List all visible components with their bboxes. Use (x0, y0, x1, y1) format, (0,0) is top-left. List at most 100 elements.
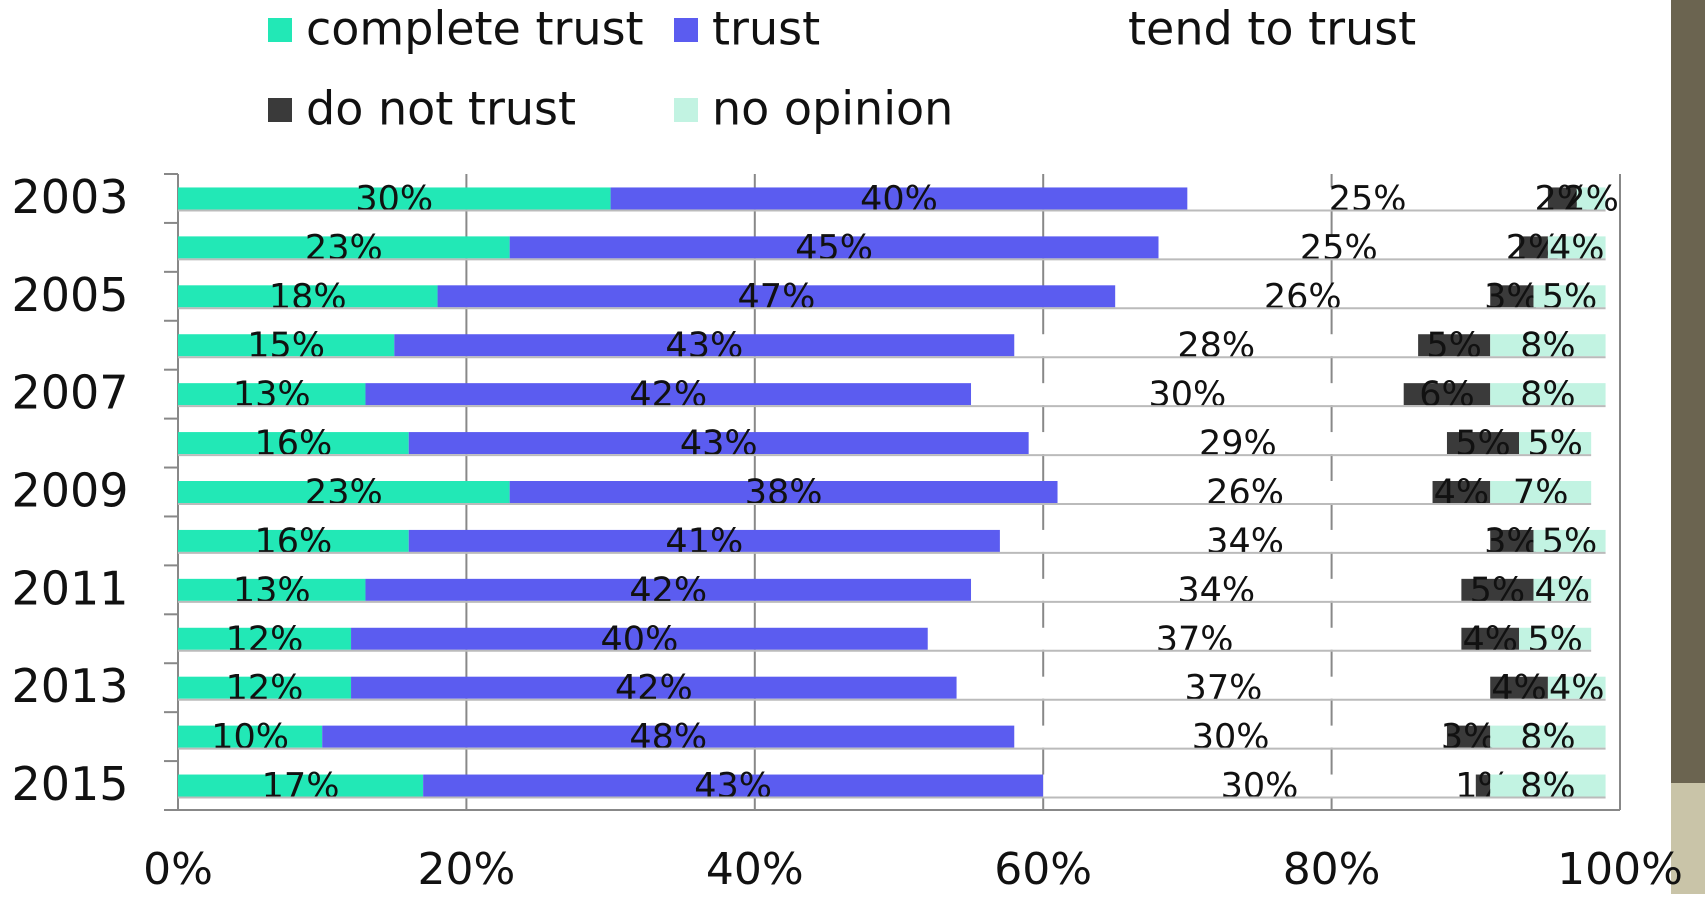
bar-segment (423, 774, 1044, 797)
data-label: 17% (262, 767, 340, 807)
bar-segment (1014, 725, 1447, 748)
data-label: 10% (211, 718, 289, 758)
data-label: 42% (629, 375, 707, 415)
bar-segment (178, 676, 352, 699)
bar-segment (1519, 432, 1592, 455)
data-label: 15% (247, 326, 325, 366)
bar-segment (1547, 187, 1577, 210)
bar-segment (927, 627, 1462, 650)
data-label: 8% (1520, 718, 1576, 758)
data-label: 3% (1441, 718, 1497, 758)
bar-segment (322, 725, 1015, 748)
bar-segment (610, 187, 1188, 210)
bar-segment (1043, 774, 1476, 797)
x-tick-label: 40% (706, 844, 804, 894)
bar-segment (1533, 529, 1606, 552)
bar-segment (1432, 481, 1491, 503)
bar-segment (1115, 285, 1491, 308)
data-label: 37% (1156, 620, 1234, 660)
bar-segment (1490, 725, 1606, 748)
data-label: 5% (1426, 326, 1482, 366)
data-label: 25% (1300, 228, 1378, 268)
y-tick-label: 2011 (11, 561, 128, 615)
data-label: 12% (226, 669, 304, 709)
bar-segment (351, 627, 928, 650)
data-label: 4% (1462, 620, 1518, 660)
bar-segment (1014, 334, 1419, 357)
bar-segment (1446, 725, 1491, 748)
x-tick-label: 0% (143, 844, 213, 894)
bar-segment (178, 725, 323, 748)
legend-swatch (1090, 18, 1114, 42)
data-label: 30% (1221, 767, 1299, 807)
legend-label: complete trust (306, 2, 644, 56)
data-label: 34% (1177, 571, 1255, 611)
legend-swatch (268, 18, 292, 42)
data-label: 25% (1329, 179, 1407, 219)
bar-segment (1576, 187, 1606, 210)
bar-segment (1490, 285, 1534, 308)
data-label: 43% (680, 424, 758, 464)
legend-label: do not trust (306, 82, 576, 136)
data-label: 5% (1455, 424, 1511, 464)
data-label: 12% (226, 620, 304, 660)
bar-segment (1547, 236, 1606, 259)
data-label: 5% (1542, 277, 1598, 317)
legend-swatch (674, 18, 698, 42)
bar-segment (178, 529, 409, 552)
bar-segment (178, 187, 611, 210)
bar-segment (1187, 187, 1548, 210)
data-label: 5% (1470, 571, 1526, 611)
bar-segment (1490, 774, 1606, 797)
data-label: 4% (1535, 571, 1591, 611)
data-label: 40% (860, 179, 938, 219)
data-label: 8% (1520, 375, 1576, 415)
bar-segment (1446, 432, 1520, 455)
y-tick-label: 2003 (11, 170, 128, 224)
data-label: 41% (665, 522, 743, 562)
bar-segment (408, 432, 1029, 455)
bar-segment (999, 529, 1491, 552)
data-label: 16% (254, 522, 332, 562)
bar-segment (1490, 676, 1548, 699)
bar-segment (351, 676, 957, 699)
data-label: 30% (1149, 375, 1227, 415)
y-tick-label: 2005 (11, 268, 128, 322)
data-label: 8% (1520, 326, 1576, 366)
bar-segment (178, 432, 409, 455)
bar-segment (178, 481, 510, 503)
data-label: 16% (254, 424, 332, 464)
side-strip (1671, 0, 1705, 783)
bar-segment (1461, 627, 1520, 650)
data-label: 38% (745, 473, 823, 513)
bar-segment (1403, 383, 1491, 406)
data-label: 34% (1206, 522, 1284, 562)
bar-segment (1547, 676, 1606, 699)
data-label: 26% (1206, 473, 1284, 513)
bar-segment (956, 676, 1491, 699)
data-label: 42% (615, 669, 693, 709)
data-label: 4% (1434, 473, 1490, 513)
bar-segment (1519, 627, 1592, 650)
data-label: 47% (738, 277, 816, 317)
bar-segment (437, 285, 1116, 308)
legend-label: no opinion (712, 82, 953, 136)
data-label: 4% (1549, 228, 1605, 268)
bar-segment (178, 285, 438, 308)
data-label: 42% (629, 571, 707, 611)
bar-segment (1028, 432, 1447, 455)
data-label: 3% (1484, 522, 1540, 562)
data-label: 48% (629, 718, 707, 758)
legend-swatch (674, 98, 698, 122)
data-label: 7% (1513, 473, 1569, 513)
x-tick-label: 60% (994, 844, 1092, 894)
bar-segment (1461, 578, 1534, 601)
bar-segment (1490, 383, 1606, 406)
bar-segment (178, 383, 366, 406)
bar-segment (1418, 334, 1491, 357)
bar-segment (365, 578, 972, 601)
data-label: 26% (1264, 277, 1342, 317)
x-tick-label: 100% (1557, 844, 1683, 894)
data-label: 13% (233, 571, 311, 611)
